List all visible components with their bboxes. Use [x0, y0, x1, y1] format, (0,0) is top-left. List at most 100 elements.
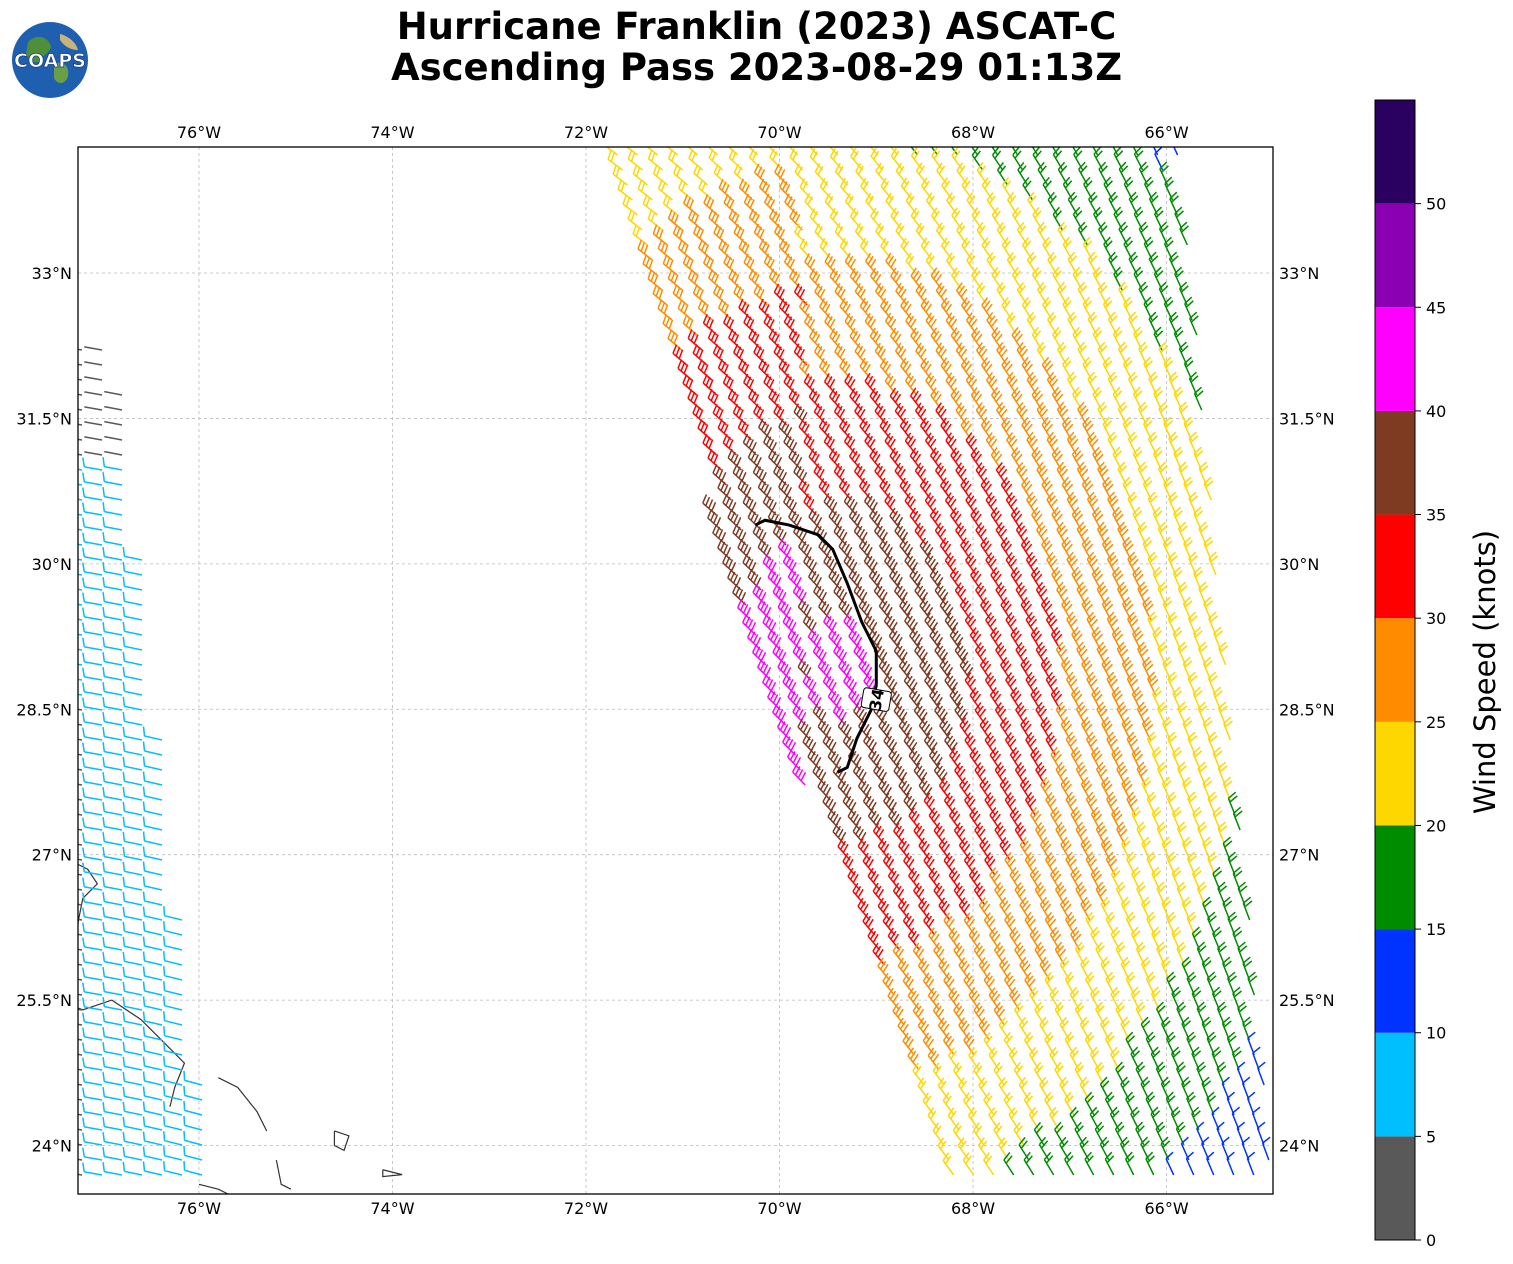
wind-barb — [78, 1008, 83, 1011]
wind-barb — [104, 405, 123, 411]
wind-barb — [984, 672, 997, 696]
colorbar-tick-label: 35 — [1426, 506, 1446, 525]
wind-barb — [898, 837, 911, 861]
wind-barb — [78, 633, 83, 636]
wind-barb — [930, 387, 943, 411]
wind-barb — [718, 298, 733, 321]
wind-barb — [607, 149, 624, 171]
wind-barb — [968, 987, 981, 1011]
wind-barb — [899, 477, 912, 501]
wind-barb — [667, 329, 683, 351]
wind-barb — [948, 987, 961, 1011]
wind-barb — [1025, 731, 1037, 756]
wind-barb — [1096, 701, 1108, 726]
wind-barb — [933, 882, 946, 906]
wind-barb — [1051, 566, 1063, 591]
wind-barb — [784, 193, 798, 216]
wind-barb — [937, 1017, 950, 1041]
wind-barb — [1111, 686, 1123, 711]
wind-barb — [657, 299, 673, 321]
wind-barb — [1087, 431, 1099, 456]
wind-barb — [78, 393, 83, 396]
wind-barb — [1066, 611, 1078, 636]
wind-barb — [1009, 927, 1021, 951]
wind-barb — [986, 192, 999, 216]
wind-barb — [897, 957, 911, 981]
wind-barb — [917, 957, 931, 981]
wind-barb — [883, 552, 898, 576]
wind-barb — [1247, 971, 1258, 996]
wind-barb — [803, 493, 817, 516]
wind-barb — [905, 252, 918, 276]
wind-barb — [923, 852, 936, 876]
wind-barb — [122, 756, 143, 771]
wind-barb — [944, 612, 959, 636]
wind-barb — [778, 358, 793, 381]
wind-barb — [104, 450, 123, 456]
wind-barb — [878, 657, 893, 681]
wind-barb — [753, 343, 768, 366]
wind-barb — [102, 487, 123, 501]
wind-barb — [122, 966, 143, 981]
wind-barb — [890, 147, 904, 171]
wind-barb — [910, 267, 923, 291]
wind-barb — [1023, 1091, 1035, 1116]
wind-barb — [697, 299, 713, 321]
wind-barb — [1066, 551, 1078, 576]
wind-barb — [763, 433, 778, 456]
wind-barb — [1075, 761, 1088, 786]
contour-label-box — [860, 687, 892, 712]
wind-barb — [1049, 866, 1062, 891]
wind-barb — [1051, 506, 1063, 531]
wind-barb — [1021, 356, 1033, 381]
wind-barb — [794, 163, 809, 186]
wind-barb — [78, 1113, 83, 1116]
wind-barb — [834, 282, 848, 306]
wind-barb — [833, 523, 848, 546]
lat-tick-label-left: 30°N — [32, 555, 72, 574]
wind-barb — [853, 462, 867, 486]
wind-barb — [1008, 1107, 1020, 1131]
wind-barb — [1054, 941, 1067, 966]
wind-barb — [82, 802, 103, 816]
wind-barb — [974, 702, 987, 726]
wind-barb — [920, 177, 934, 201]
wind-barb — [1121, 716, 1134, 741]
wind-barb — [867, 927, 881, 951]
wind-barb — [163, 1086, 183, 1101]
wind-barb — [1022, 176, 1034, 201]
wind-barb — [782, 733, 797, 756]
wind-barb — [1116, 761, 1128, 786]
wind-barb — [818, 358, 833, 381]
wind-barb — [970, 567, 982, 591]
wind-barb — [1141, 716, 1154, 741]
wind-barb — [142, 1011, 163, 1026]
wind-barb — [837, 777, 852, 801]
wind-barb — [662, 254, 678, 276]
wind-barb — [102, 817, 123, 831]
wind-barb — [1005, 552, 1018, 576]
wind-barb — [865, 192, 878, 216]
wind-barb — [862, 852, 876, 876]
wind-barb — [1021, 236, 1033, 261]
wind-barb — [958, 897, 971, 921]
wind-barb — [888, 627, 903, 651]
wind-barb — [122, 1041, 143, 1056]
wind-barb — [717, 358, 733, 381]
wind-barb — [832, 763, 847, 786]
wind-barb — [82, 517, 103, 531]
wind-barb — [1126, 671, 1139, 696]
wind-barb — [1006, 372, 1018, 396]
wind-barb — [989, 687, 1002, 711]
wind-barb — [1016, 462, 1028, 486]
lat-tick-label-right: 30°N — [1279, 555, 1319, 574]
wind-barb — [877, 837, 891, 861]
wind-barb — [842, 852, 856, 876]
wind-barb — [1137, 581, 1149, 606]
wind-barb — [981, 177, 994, 201]
wind-barb — [102, 502, 123, 516]
wind-barb — [1018, 1076, 1030, 1101]
wind-barb — [1036, 521, 1048, 546]
wind-barb — [82, 907, 103, 921]
wind-barb — [818, 418, 833, 441]
